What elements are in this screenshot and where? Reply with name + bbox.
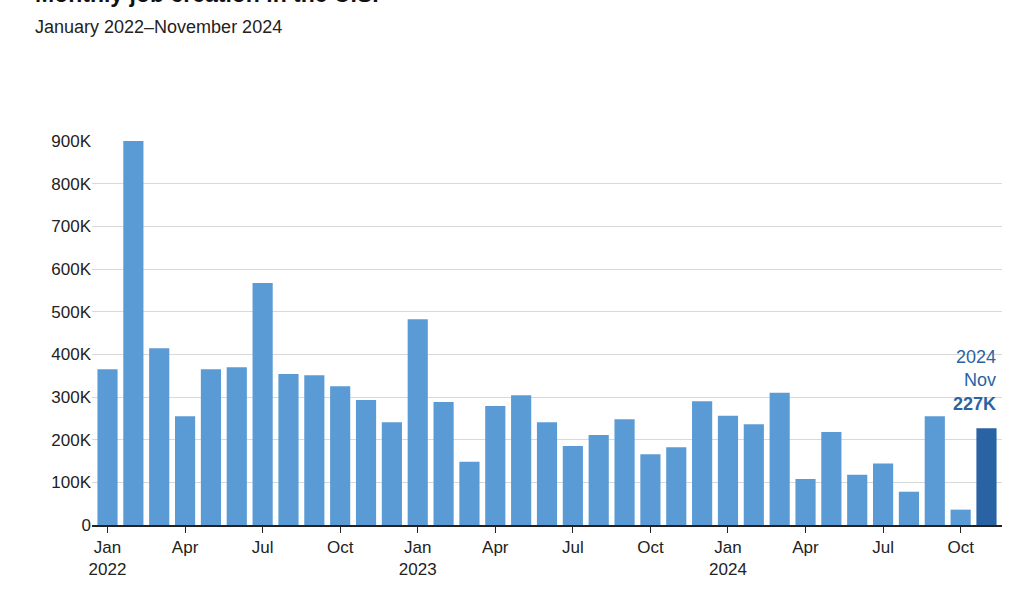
svg-text:100K: 100K: [51, 473, 91, 492]
svg-text:Monthly job creation in the U.: Monthly job creation in the U.S.: [35, 0, 379, 7]
svg-text:300K: 300K: [51, 388, 91, 407]
svg-text:Jul: Jul: [252, 538, 274, 557]
svg-text:Apr: Apr: [482, 538, 509, 557]
svg-text:Apr: Apr: [792, 538, 819, 557]
svg-text:0: 0: [82, 516, 91, 535]
svg-text:Jul: Jul: [872, 538, 894, 557]
svg-text:900K: 900K: [51, 132, 91, 151]
svg-text:2024Nov227K: 2024Nov227K: [953, 347, 996, 414]
svg-text:700K: 700K: [51, 217, 91, 236]
svg-text:500K: 500K: [51, 303, 91, 322]
svg-text:Apr: Apr: [172, 538, 199, 557]
svg-text:Oct: Oct: [947, 538, 974, 557]
svg-text:Jan2023: Jan2023: [399, 538, 437, 579]
svg-text:January 2022–November 2024: January 2022–November 2024: [35, 17, 282, 37]
svg-text:Oct: Oct: [327, 538, 354, 557]
svg-text:Jan2024: Jan2024: [709, 538, 747, 579]
svg-text:800K: 800K: [51, 175, 91, 194]
svg-text:600K: 600K: [51, 260, 91, 279]
svg-text:400K: 400K: [51, 345, 91, 364]
svg-text:200K: 200K: [51, 431, 91, 450]
svg-text:Jul: Jul: [562, 538, 584, 557]
svg-text:Jan2022: Jan2022: [89, 538, 127, 579]
svg-text:Oct: Oct: [637, 538, 664, 557]
